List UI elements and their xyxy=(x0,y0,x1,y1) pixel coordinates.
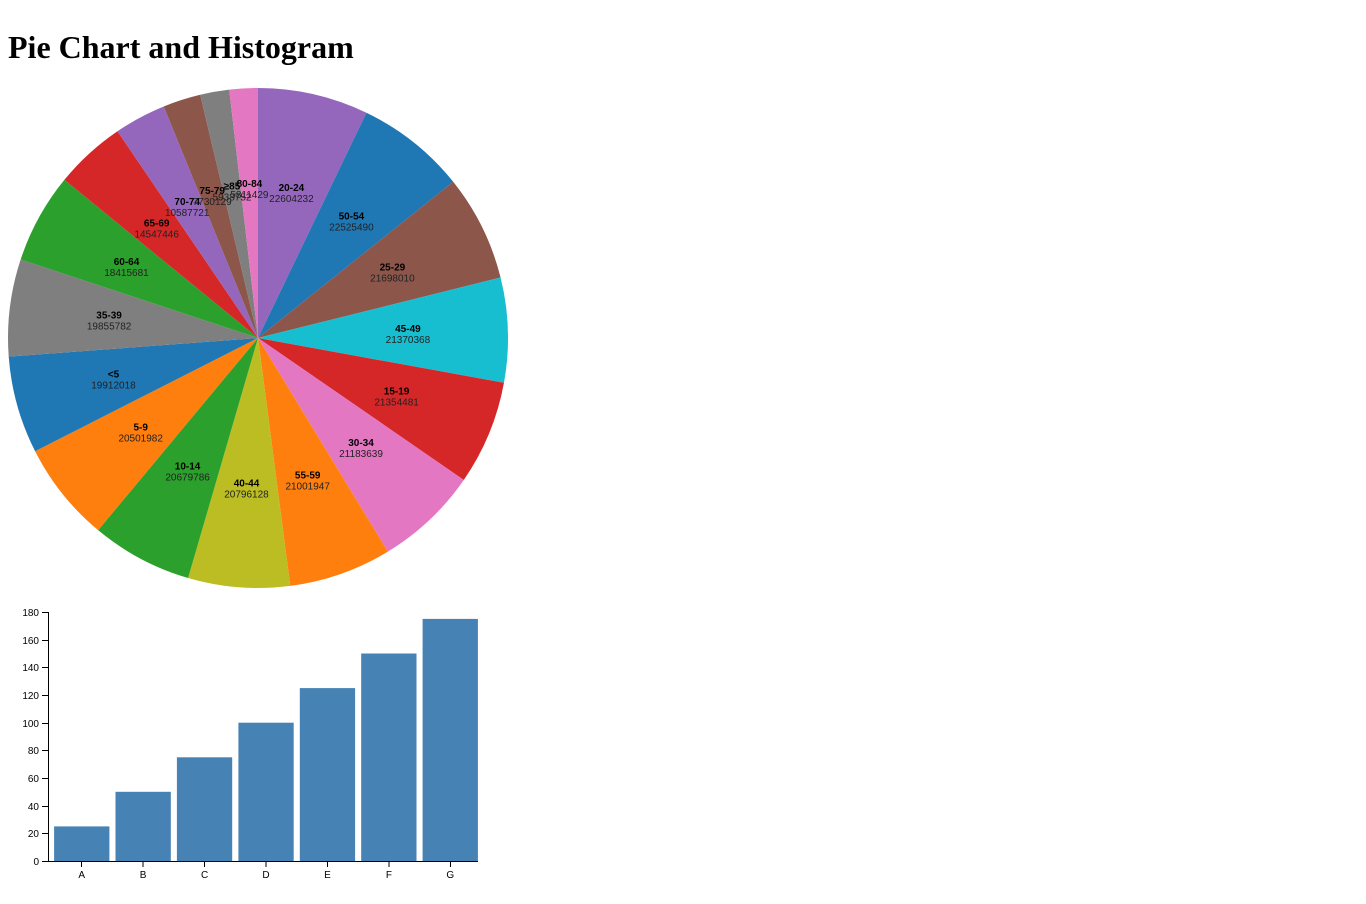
pie-slice-ge85 xyxy=(200,89,258,338)
bar-C xyxy=(176,757,233,862)
y-tick-label-80: 80 xyxy=(28,746,40,757)
pie-label-50-54: 50-54 xyxy=(339,212,365,223)
pie-slice-35-39 xyxy=(8,259,258,357)
pie-label-30-34: 30-34 xyxy=(348,438,374,449)
pie-slice-25-29 xyxy=(258,181,501,338)
y-axis: 0 20 40 60 80 100 120 140 160 180 xyxy=(22,608,49,868)
x-tick-label-E: E xyxy=(324,870,331,881)
pie-slice-40-44 xyxy=(188,338,291,589)
pie-slice-10-14 xyxy=(98,338,258,579)
bar-F xyxy=(361,653,417,861)
pie-label-5-9: 5-9 xyxy=(133,423,148,434)
pie-label-55-59: 55-59 xyxy=(295,471,321,482)
pie-value-ge85: 5938752 xyxy=(213,192,252,203)
pie-value-80-84: 5811429 xyxy=(230,190,269,201)
x-tick-label-D: D xyxy=(262,870,269,881)
pie-label-10-14: 10-14 xyxy=(175,461,201,472)
pie-slice-5-9 xyxy=(35,338,259,531)
pie-value-25-29: 21698010 xyxy=(370,274,415,285)
pie-value-15-19: 21354481 xyxy=(374,397,419,408)
pie-value-10-14: 20679786 xyxy=(165,472,210,483)
pie-label-15-19: 15-19 xyxy=(384,386,410,397)
pie-value-60-64: 18415681 xyxy=(104,268,149,279)
x-axis: A B C D E F G xyxy=(48,861,478,881)
pie-label-65-69: 65-69 xyxy=(144,218,170,229)
bar-D xyxy=(238,722,294,861)
pie-slice-30-34 xyxy=(258,338,464,552)
pie-slice-70-74 xyxy=(117,106,258,339)
pie-label-70-74: 70-74 xyxy=(174,197,200,208)
bar-G xyxy=(422,618,478,861)
histogram-chart: 0 20 40 60 80 100 120 140 160 180 A B C D E F G xyxy=(22,608,478,881)
y-tick-label-40: 40 xyxy=(28,802,40,813)
pie-value-35-39: 19855782 xyxy=(87,322,132,333)
pie-value-30-34: 21183639 xyxy=(339,449,383,460)
pie-value-5-9: 20501982 xyxy=(118,434,163,445)
pie-label-80-84: 80-84 xyxy=(237,179,263,190)
pie-label-lt5: <5 xyxy=(108,369,120,380)
x-tick-label-G: G xyxy=(446,870,454,881)
bars xyxy=(54,618,478,862)
pie-slice-75-79 xyxy=(163,94,258,338)
pie-label-25-29: 25-29 xyxy=(380,263,406,274)
pie-slice-80-84 xyxy=(229,88,258,338)
pie-value-65-69: 14547446 xyxy=(134,229,179,240)
pie-label-75-79: 75-79 xyxy=(199,186,225,197)
pie-slice-55-59 xyxy=(258,338,388,586)
bar-A xyxy=(54,826,110,861)
bar-E xyxy=(299,688,356,861)
pie-slice-lt5 xyxy=(8,338,259,452)
y-tick-label-60: 60 xyxy=(28,774,40,785)
pie-label-35-39: 35-39 xyxy=(96,311,122,322)
x-tick-label-B: B xyxy=(140,870,147,881)
x-tick-label-F: F xyxy=(386,870,392,881)
pie-label-ge85: ≥85 xyxy=(224,181,241,192)
pie-value-20-24: 22604232 xyxy=(269,194,314,205)
pie-label-20-24: 20-24 xyxy=(279,183,305,194)
page-title: Pie Chart and Histogram xyxy=(8,29,354,65)
pie-label-40-44: 40-44 xyxy=(234,479,260,490)
pie-slice-15-19 xyxy=(258,338,504,480)
pie-slice-45-49 xyxy=(258,277,508,383)
bar-B xyxy=(115,791,171,861)
pie-value-lt5: 19912018 xyxy=(91,380,136,391)
x-tick-label-C: C xyxy=(201,870,208,881)
pie-slices xyxy=(8,88,508,589)
pie-slice-60-64 xyxy=(20,179,258,338)
y-tick-label-100: 100 xyxy=(22,719,39,730)
pie-slice-65-69 xyxy=(64,131,258,338)
pie-value-70-74: 10587721 xyxy=(165,208,210,219)
pie-value-75-79: 7730129 xyxy=(193,197,232,208)
y-tick-label-140: 140 xyxy=(22,663,39,674)
pie-slice-20-24 xyxy=(258,88,367,338)
pie-value-45-49: 21370368 xyxy=(386,335,431,346)
y-tick-label-120: 120 xyxy=(22,691,39,702)
x-tick-label-A: A xyxy=(78,870,85,881)
pie-value-55-59: 21001947 xyxy=(285,482,330,493)
pie-value-40-44: 20796128 xyxy=(224,490,269,501)
y-tick-label-160: 160 xyxy=(22,636,39,647)
y-tick-label-180: 180 xyxy=(22,608,39,619)
pie-label-45-49: 45-49 xyxy=(395,324,421,335)
pie-slice-50-54 xyxy=(258,112,454,338)
y-tick-label-0: 0 xyxy=(33,857,39,868)
pie-label-60-64: 60-64 xyxy=(114,257,140,268)
y-axis-line xyxy=(42,612,49,862)
y-tick-label-20: 20 xyxy=(28,829,40,840)
pie-value-50-54: 22525490 xyxy=(329,223,374,234)
